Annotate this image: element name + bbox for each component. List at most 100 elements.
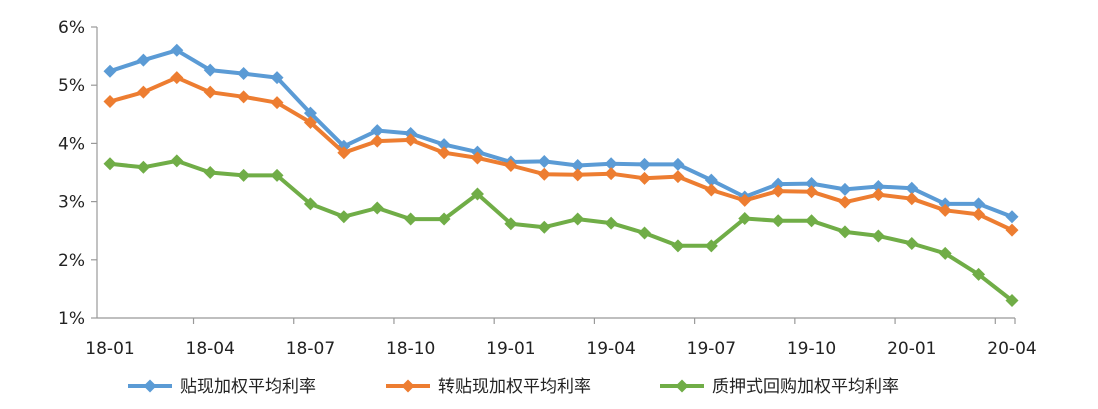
data-point-marker [838, 225, 852, 239]
data-point-marker [704, 173, 718, 187]
legend-swatch-marker [143, 379, 157, 393]
data-point-marker [838, 182, 852, 196]
data-point-marker [805, 214, 819, 228]
data-point-marker [437, 138, 451, 152]
x-tick-label: 19-10 [787, 339, 836, 359]
data-point-marker [136, 53, 150, 67]
axes: 1% 2% 3% 4% 5% 6% 18-01 18-04 18-07 18-10 19-01 19-… [58, 18, 1037, 359]
data-point-marker [303, 106, 317, 120]
y-tick-label: 5% [58, 76, 85, 96]
data-point-marker [571, 212, 585, 226]
data-point-marker [437, 212, 451, 226]
data-point-marker [871, 188, 885, 202]
data-point-marker [938, 203, 952, 217]
data-point-marker [1005, 223, 1019, 237]
data-point-marker [270, 71, 284, 85]
data-point-marker [203, 63, 217, 77]
data-point-marker [170, 154, 184, 168]
data-point-marker [237, 67, 251, 81]
data-point-marker [404, 133, 418, 147]
data-point-marker [905, 192, 919, 206]
legend: 贴现加权平均利率 转贴现加权平均利率 质押式回购加权平均利率 [128, 377, 899, 397]
x-tick-label: 19-01 [486, 339, 535, 359]
legend-label: 转贴现加权平均利率 [438, 377, 591, 397]
data-point-marker [370, 124, 384, 138]
y-tick-label: 1% [58, 309, 85, 329]
data-point-marker [537, 154, 551, 168]
data-point-marker [370, 134, 384, 148]
data-point-marker [270, 168, 284, 182]
data-point-marker [638, 171, 652, 185]
data-point-marker [303, 197, 317, 211]
data-point-marker [671, 170, 685, 184]
data-point-marker [537, 220, 551, 234]
data-point-marker [103, 157, 117, 171]
data-point-marker [604, 167, 618, 181]
data-point-marker [337, 210, 351, 224]
data-point-marker [905, 181, 919, 195]
legend-swatch-marker [401, 379, 415, 393]
data-point-marker [103, 94, 117, 108]
data-point-marker [470, 151, 484, 165]
data-point-marker [905, 237, 919, 251]
data-point-marker [337, 146, 351, 160]
data-point-marker [972, 267, 986, 281]
data-point-marker [404, 212, 418, 226]
data-point-marker [1005, 294, 1019, 308]
data-point-marker [470, 187, 484, 201]
data-point-marker [170, 71, 184, 85]
data-point-marker [604, 157, 618, 171]
x-tick-label: 19-07 [687, 339, 736, 359]
data-point-marker [504, 159, 518, 173]
data-point-marker [938, 246, 952, 260]
data-point-marker [203, 85, 217, 99]
data-point-marker [738, 211, 752, 225]
data-point-marker [638, 157, 652, 171]
data-point-marker [972, 197, 986, 211]
series-group [103, 43, 1019, 308]
data-point-marker [136, 85, 150, 99]
data-point-marker [1005, 210, 1019, 224]
data-point-marker [571, 159, 585, 173]
x-tick-label: 18-07 [286, 339, 335, 359]
data-point-marker [170, 43, 184, 57]
data-point-marker [537, 167, 551, 181]
data-point-marker [504, 217, 518, 231]
x-tick-label: 19-04 [586, 339, 635, 359]
legend-label: 贴现加权平均利率 [180, 377, 316, 397]
data-point-marker [203, 166, 217, 179]
data-point-marker [437, 146, 451, 160]
data-point-marker [671, 239, 685, 253]
data-point-marker [972, 207, 986, 221]
data-point-marker [270, 96, 284, 110]
data-point-marker [738, 193, 752, 207]
data-point-marker [604, 216, 618, 230]
x-tick-label: 18-10 [386, 339, 435, 359]
data-point-marker [704, 239, 718, 253]
x-tick-label: 20-01 [887, 339, 936, 359]
data-point-marker [237, 90, 251, 104]
y-tick-label: 3% [58, 193, 85, 213]
data-point-marker [704, 183, 718, 197]
data-point-marker [805, 177, 819, 191]
legend-swatch-marker [675, 379, 689, 393]
legend-label: 质押式回购加权平均利率 [712, 377, 899, 397]
data-point-marker [805, 185, 819, 199]
data-point-marker [237, 168, 251, 182]
data-point-marker [771, 177, 785, 191]
data-point-marker [638, 226, 652, 240]
data-point-marker [571, 168, 585, 182]
y-tick-label: 6% [58, 18, 85, 38]
data-point-marker [671, 157, 685, 171]
data-point-marker [771, 214, 785, 228]
data-point-marker [871, 179, 885, 193]
y-tick-label: 4% [58, 134, 85, 154]
series-line [108, 158, 1014, 303]
x-tick-label: 18-04 [186, 339, 235, 359]
data-point-marker [771, 184, 785, 198]
y-tick-label: 2% [58, 251, 85, 271]
x-tick-label: 20-04 [987, 339, 1036, 359]
data-point-marker [871, 229, 885, 243]
data-point-marker [136, 160, 150, 174]
